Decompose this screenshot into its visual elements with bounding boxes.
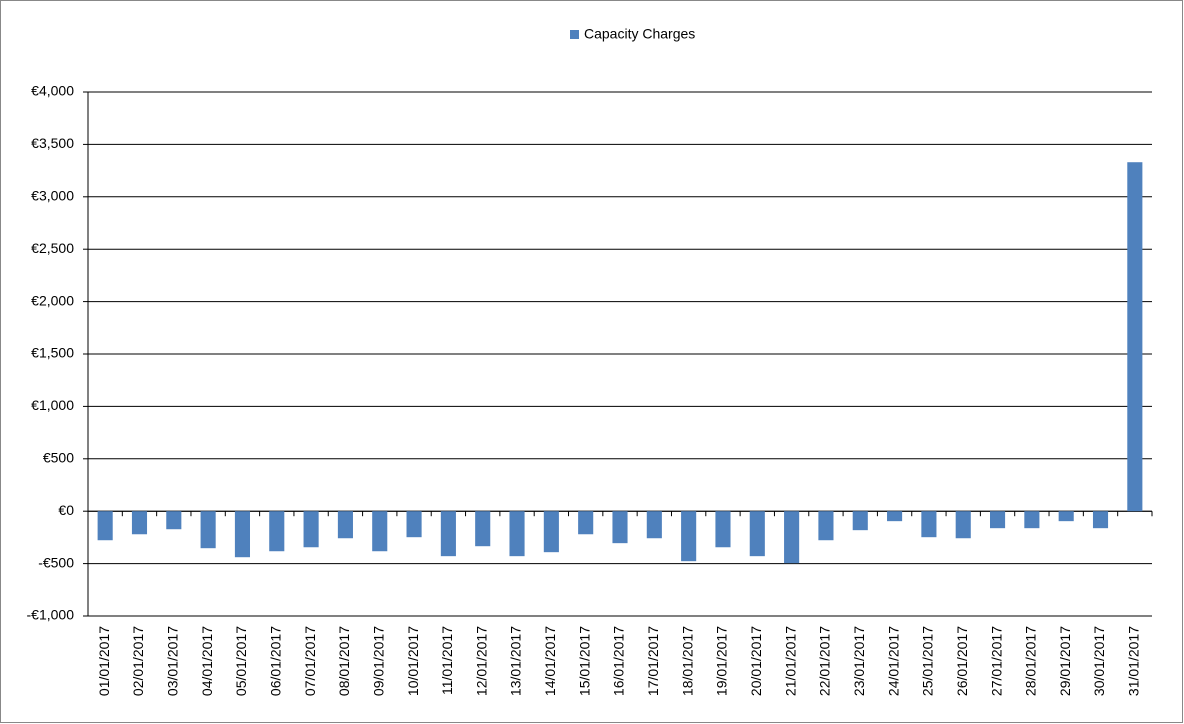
bar xyxy=(166,511,182,530)
bar xyxy=(509,511,525,557)
bar xyxy=(200,511,216,549)
x-tick-label: 17/01/2017 xyxy=(645,626,661,696)
bar xyxy=(646,511,662,539)
x-tick-label: 09/01/2017 xyxy=(370,626,386,696)
bar xyxy=(1092,511,1109,529)
x-tick-label: 10/01/2017 xyxy=(405,626,421,696)
y-tick-label: €1,000 xyxy=(31,397,74,413)
bar xyxy=(475,511,491,547)
bar xyxy=(989,511,1006,529)
x-tick-label: 02/01/2017 xyxy=(130,626,146,696)
x-tick-label: 27/01/2017 xyxy=(988,626,1004,696)
y-tick-label: €3,500 xyxy=(31,135,74,151)
bar xyxy=(921,511,937,538)
x-tick-label: 28/01/2017 xyxy=(1023,626,1039,696)
x-tick-label: 18/01/2017 xyxy=(679,626,695,696)
y-tick-label: €0 xyxy=(58,502,74,518)
bar xyxy=(337,511,353,539)
bar xyxy=(784,511,800,564)
bar xyxy=(749,511,765,557)
bar xyxy=(234,511,251,558)
x-tick-label: 07/01/2017 xyxy=(302,626,318,696)
x-tick-label: 26/01/2017 xyxy=(954,626,970,696)
x-tick-label: 22/01/2017 xyxy=(817,626,833,696)
y-tick-label: -€500 xyxy=(38,554,74,570)
x-tick-label: 05/01/2017 xyxy=(233,626,249,696)
x-tick-label: 03/01/2017 xyxy=(165,626,181,696)
bar xyxy=(131,511,148,535)
x-tick-label: 23/01/2017 xyxy=(851,626,867,696)
bar xyxy=(887,511,903,522)
x-tick-label: 15/01/2017 xyxy=(576,626,592,696)
y-tick-label: €3,000 xyxy=(31,188,74,204)
x-tick-label: 06/01/2017 xyxy=(267,626,283,696)
bar xyxy=(543,511,559,553)
x-tick-label: 25/01/2017 xyxy=(920,626,936,696)
y-tick-label: €500 xyxy=(43,450,74,466)
bar xyxy=(269,511,285,552)
bar xyxy=(955,511,971,539)
bar xyxy=(818,511,834,541)
x-tick-label: 12/01/2017 xyxy=(473,626,489,696)
bar xyxy=(1024,511,1040,529)
x-tick-label: 04/01/2017 xyxy=(199,626,215,696)
x-tick-label: 24/01/2017 xyxy=(885,626,901,696)
legend-label: Capacity Charges xyxy=(584,26,695,42)
x-tick-label: 19/01/2017 xyxy=(714,626,730,696)
bar xyxy=(612,511,628,544)
y-tick-label: €2,500 xyxy=(31,240,74,256)
y-tick-label: -€1,000 xyxy=(27,607,75,623)
x-tick-label: 30/01/2017 xyxy=(1091,626,1107,696)
y-tick-label: €2,000 xyxy=(31,292,74,308)
x-tick-label: 20/01/2017 xyxy=(748,626,764,696)
bar xyxy=(852,511,868,531)
x-tick-label: 11/01/2017 xyxy=(439,626,455,695)
bar xyxy=(372,511,388,552)
y-tick-label: €1,500 xyxy=(31,345,74,361)
bar xyxy=(1127,162,1143,512)
x-tick-label: 16/01/2017 xyxy=(611,626,627,696)
bar xyxy=(440,511,456,557)
x-tick-label: 14/01/2017 xyxy=(542,626,558,696)
bar xyxy=(97,511,113,541)
bar xyxy=(1058,511,1074,522)
x-tick-label: 01/01/2017 xyxy=(96,626,112,696)
x-tick-label: 13/01/2017 xyxy=(508,626,524,696)
bar xyxy=(681,511,697,562)
x-tick-label: 31/01/2017 xyxy=(1126,626,1142,696)
bar xyxy=(406,511,422,538)
y-tick-label: €4,000 xyxy=(31,83,74,99)
bar xyxy=(578,511,594,535)
bar xyxy=(303,511,319,548)
x-tick-label: 08/01/2017 xyxy=(336,626,352,696)
legend-swatch xyxy=(570,30,579,39)
x-tick-label: 21/01/2017 xyxy=(782,626,798,696)
bar xyxy=(715,511,731,548)
x-tick-label: 29/01/2017 xyxy=(1057,626,1073,696)
